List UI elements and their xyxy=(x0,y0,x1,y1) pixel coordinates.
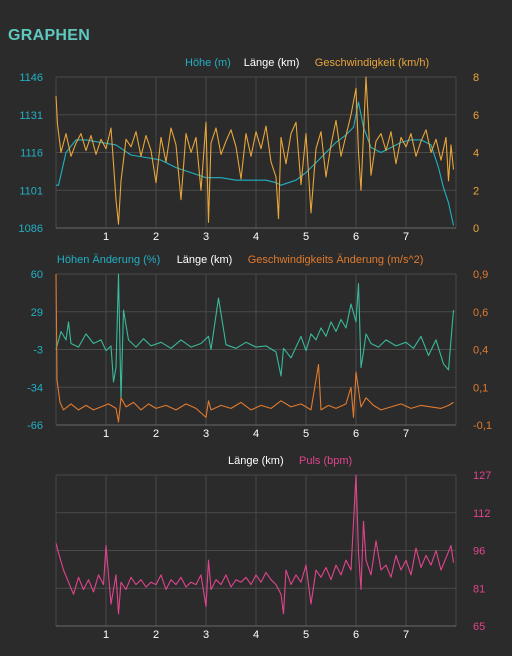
y-right-tick-label: 0,1 xyxy=(473,382,488,394)
x-tick-label: 5 xyxy=(303,629,309,641)
y-right-tick-label: -0,1 xyxy=(473,420,492,432)
y-right-tick-label: 0,4 xyxy=(473,345,488,357)
y-left-tick-label: 29 xyxy=(31,307,43,319)
x-tick-label: 5 xyxy=(303,428,309,440)
y-left-tick-label: -66 xyxy=(27,420,43,432)
x-tick-label: 1 xyxy=(103,428,109,440)
series-line-puls-bpm- xyxy=(55,474,455,615)
x-tick-label: 3 xyxy=(203,428,209,440)
x-tick-label: 2 xyxy=(153,428,159,440)
series-line-h-he-m- xyxy=(56,101,455,226)
y-right-tick-label: 96 xyxy=(473,546,485,558)
x-tick-label: 1 xyxy=(103,629,109,641)
y-left-tick-label: 1086 xyxy=(19,223,43,235)
x-tick-label: 1 xyxy=(103,231,109,243)
series-line-geschwindigkeits-nderung-m-s-2- xyxy=(55,273,454,423)
x-tick-label: 3 xyxy=(203,629,209,641)
y-left-tick-label: 1146 xyxy=(19,72,43,84)
y-right-tick-label: 81 xyxy=(473,583,485,595)
y-left-tick-label: -34 xyxy=(27,382,43,394)
legend-entry: Länge (km) xyxy=(228,455,284,467)
x-tick-label: 2 xyxy=(153,629,159,641)
series-line-h-hen-nderung- xyxy=(55,273,455,401)
x-tick-label: 7 xyxy=(403,629,409,641)
y-left-tick-label: -3 xyxy=(33,345,43,357)
page-title: GRAPHEN xyxy=(8,27,91,44)
chart-2 xyxy=(55,273,457,426)
chart-1 xyxy=(55,76,457,229)
y-right-tick-label: 0,6 xyxy=(473,307,488,319)
x-tick-label: 6 xyxy=(353,629,359,641)
y-left-tick-label: 1116 xyxy=(20,148,43,160)
y-right-tick-label: 6 xyxy=(473,110,479,122)
y-right-tick-label: 8 xyxy=(473,72,479,84)
x-tick-label: 4 xyxy=(253,629,259,641)
legend-entry: Höhen Änderung (%) xyxy=(57,254,160,266)
legend-entry: Puls (bpm) xyxy=(299,455,352,467)
x-tick-label: 2 xyxy=(153,231,159,243)
x-tick-label: 3 xyxy=(203,231,209,243)
y-right-tick-label: 2 xyxy=(473,185,479,197)
x-tick-label: 5 xyxy=(303,231,309,243)
y-right-tick-label: 0 xyxy=(473,223,479,235)
y-right-tick-label: 4 xyxy=(473,148,479,160)
y-right-tick-label: 112 xyxy=(473,508,491,520)
x-tick-label: 7 xyxy=(403,231,409,243)
legend-entry: Geschwindigkeits Änderung (m/s^2) xyxy=(248,254,424,266)
y-right-tick-label: 0,9 xyxy=(473,269,488,281)
chart-3 xyxy=(55,474,457,627)
x-tick-label: 4 xyxy=(253,428,259,440)
legend-entry: Länge (km) xyxy=(177,254,233,266)
y-left-tick-label: 1101 xyxy=(19,185,43,197)
legend-entry: Länge (km) xyxy=(244,57,300,69)
legend-entry: Höhe (m) xyxy=(185,57,231,69)
y-right-tick-label: 127 xyxy=(473,470,491,482)
x-tick-label: 7 xyxy=(403,428,409,440)
legend-entry: Geschwindigkeit (km/h) xyxy=(315,57,429,69)
y-right-tick-label: 65 xyxy=(473,621,485,633)
x-tick-label: 6 xyxy=(353,428,359,440)
y-left-tick-label: 60 xyxy=(31,269,43,281)
x-tick-label: 6 xyxy=(353,231,359,243)
x-tick-label: 4 xyxy=(253,231,259,243)
series-line-geschwindigkeit-km-h- xyxy=(55,76,455,225)
y-left-tick-label: 1131 xyxy=(19,110,43,122)
